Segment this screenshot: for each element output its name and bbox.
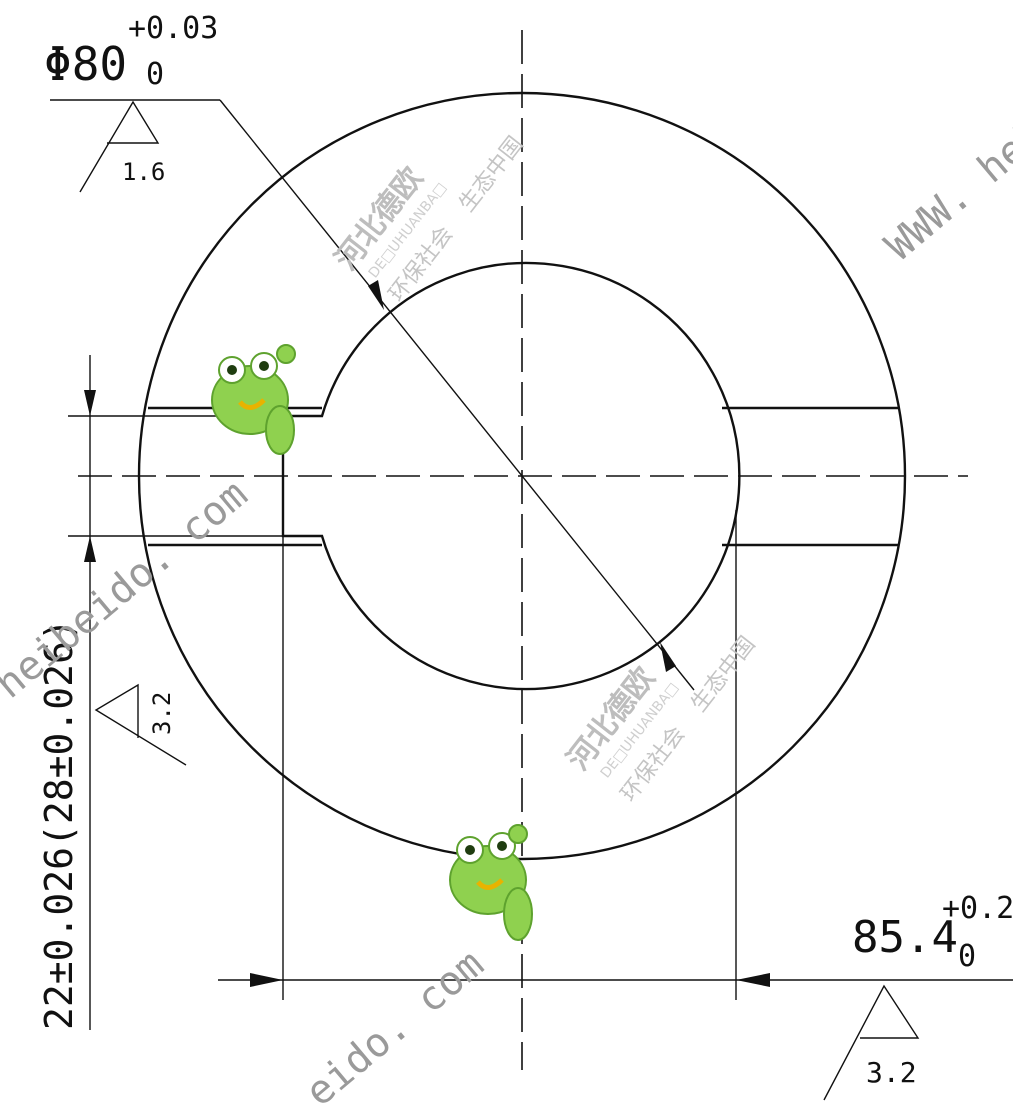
roughness-symbol-3 xyxy=(823,984,920,1101)
slot-width-dimension xyxy=(68,355,288,1030)
watermark-url-left: heibeido. com xyxy=(0,471,256,707)
length-main: 85.4 xyxy=(852,912,958,963)
roughness-value-2: 3.2 xyxy=(148,692,176,735)
right-slot xyxy=(722,406,898,547)
watermark-block-2: 河北德欧 DE□UHUANBA□ 环保社会 生态中国 xyxy=(561,632,761,807)
roughness-symbol-2 xyxy=(94,683,187,766)
roughness-value-3: 3.2 xyxy=(866,1056,917,1089)
length-arrow-left xyxy=(250,973,283,987)
diameter-dimension xyxy=(50,99,695,691)
diameter-arrow-top xyxy=(368,280,384,310)
diameter-lower-tol: 0 xyxy=(146,57,164,92)
slot-arrow-bottom xyxy=(84,536,96,562)
watermark-url-bottom: eido. com xyxy=(297,941,493,1108)
inner-bore-with-keyway xyxy=(281,261,741,691)
outer-circle xyxy=(137,91,907,861)
watermark-slogan-2a: 生态中国 xyxy=(455,132,529,217)
watermark-block-1: 河北德欧 DE□UHUANBA□ 环保社会 生态中国 xyxy=(329,132,529,307)
length-arrow-right xyxy=(736,973,770,987)
frog-mascot-2 xyxy=(449,824,533,941)
frog-mascot-1 xyxy=(211,344,296,455)
watermark-url-top-right: WWW. heb xyxy=(877,111,1013,270)
diameter-upper-tol: +0.03 xyxy=(128,11,218,46)
diameter-arrow-bottom xyxy=(660,642,676,672)
roughness-symbol-1 xyxy=(79,100,160,193)
roughness-value-1: 1.6 xyxy=(122,158,165,186)
length-dimension xyxy=(218,510,1013,1000)
diameter-symbol: Φ80 xyxy=(44,37,127,91)
slot-width-text: 22±0.026(28±0.026) xyxy=(37,618,81,1030)
watermark-slogan-2b: 生态中国 xyxy=(687,632,761,717)
length-upper-tol: +0.2 xyxy=(942,891,1013,926)
slot-arrow-top xyxy=(84,390,96,416)
length-lower-tol: 0 xyxy=(958,939,976,974)
